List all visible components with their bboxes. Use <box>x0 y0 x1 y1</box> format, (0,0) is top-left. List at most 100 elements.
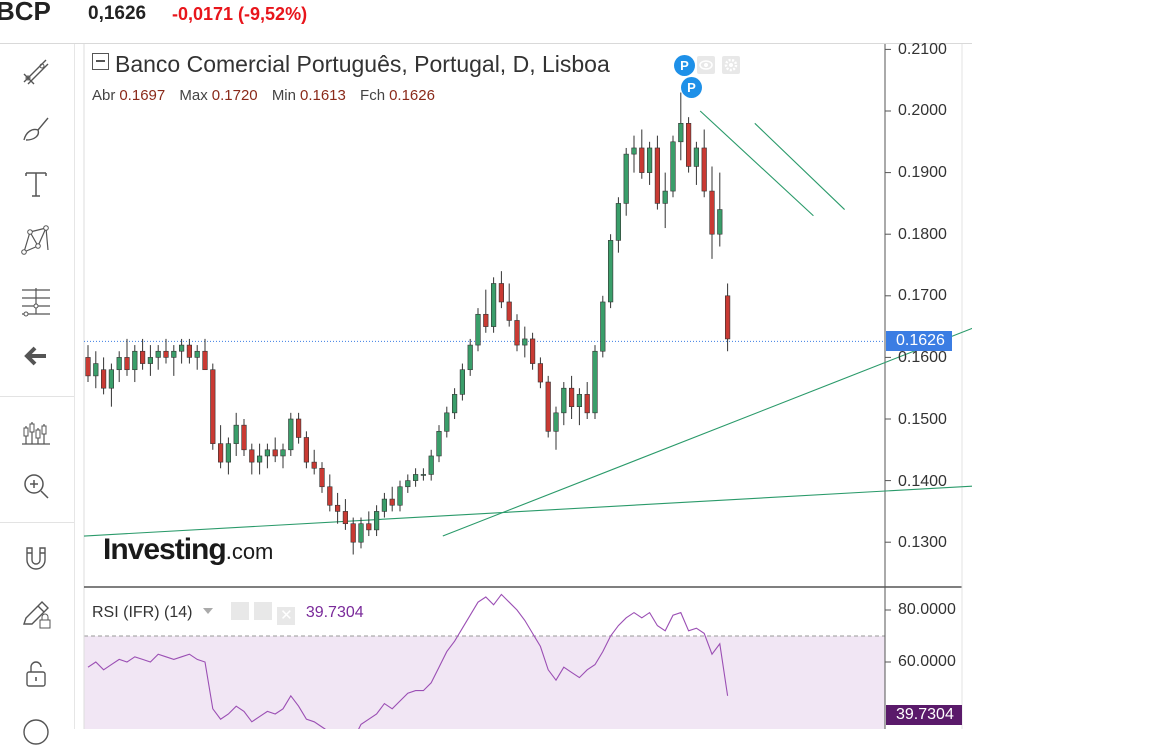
toolbar-separator <box>0 396 74 397</box>
drawing-toolbar <box>0 44 75 745</box>
candle <box>295 412 302 444</box>
candle-body <box>678 123 684 143</box>
marker-label: P <box>687 80 696 95</box>
candle-body <box>272 449 278 457</box>
candle <box>631 135 637 173</box>
candle-body <box>498 283 505 303</box>
pencil-lock-icon[interactable] <box>14 594 58 634</box>
candle <box>467 338 473 376</box>
rsi-dropdown-icon[interactable] <box>202 608 213 614</box>
candle-body <box>350 523 356 543</box>
chart-area[interactable]: Banco Comercial Português, Portugal, D, … <box>0 41 972 729</box>
text-tool-icon[interactable] <box>14 164 58 204</box>
candle <box>451 388 458 419</box>
investing-watermark: Investing.com <box>103 533 273 567</box>
candle <box>444 406 450 438</box>
candle-body <box>389 498 395 506</box>
marker-label: P <box>680 58 689 73</box>
price-axis-tick: 0.2100 <box>898 41 947 58</box>
candle <box>678 92 684 161</box>
candle <box>225 437 232 475</box>
trend-line <box>754 122 845 210</box>
dividend-marker-icon[interactable]: P <box>681 77 702 98</box>
candle <box>132 345 138 383</box>
candle-body <box>218 443 224 463</box>
candle <box>506 283 512 327</box>
candle <box>311 449 317 475</box>
magnet-icon[interactable] <box>14 538 58 578</box>
candle <box>303 431 310 469</box>
candle <box>420 468 427 481</box>
candle <box>147 345 154 376</box>
dividend-marker-icon[interactable]: P <box>674 55 695 76</box>
candle-body <box>428 455 434 475</box>
collapse-legend-icon[interactable] <box>92 53 109 70</box>
candle <box>724 283 731 352</box>
candle <box>280 443 286 469</box>
candle-body <box>171 350 177 358</box>
pattern-tool-icon[interactable] <box>14 220 58 260</box>
candle-body <box>405 480 411 488</box>
settings-gear-icon[interactable] <box>722 56 740 74</box>
trend-line <box>83 485 972 537</box>
candle <box>600 295 606 358</box>
back-arrow-icon[interactable] <box>14 336 58 376</box>
candle <box>670 135 676 198</box>
candle <box>545 375 551 438</box>
candle <box>140 338 146 370</box>
rsi-settings-icon[interactable] <box>254 602 273 620</box>
price-axis-tick: 0.1500 <box>898 411 947 428</box>
candle-body <box>451 394 458 414</box>
candle <box>607 234 614 309</box>
candle-body <box>132 350 138 371</box>
price-chart[interactable] <box>0 44 972 729</box>
current-price-tag: 0.1626 <box>886 331 952 351</box>
candle <box>568 375 575 419</box>
candle-body <box>537 363 543 383</box>
candle <box>101 357 107 395</box>
visibility-icon[interactable] <box>697 56 715 74</box>
rsi-line <box>87 593 729 729</box>
eye-icon[interactable] <box>14 708 58 748</box>
measure-tool-icon[interactable] <box>14 412 58 452</box>
candle <box>93 351 99 389</box>
candle-body <box>444 412 450 432</box>
candle-body <box>186 344 193 358</box>
fibonacci-tool-icon[interactable] <box>14 280 58 320</box>
zoom-in-icon[interactable] <box>14 466 58 506</box>
candle-body <box>319 467 325 488</box>
candle <box>623 147 629 216</box>
candle-body <box>85 357 91 377</box>
candle <box>288 412 294 456</box>
ohlc-legend: Abr 0.1697 Max 0.1720 Min 0.1613 Fch 0.1626 <box>92 87 445 104</box>
candle-body <box>709 190 715 235</box>
candle <box>483 289 489 333</box>
candle-body <box>436 431 442 457</box>
candle-body <box>420 474 427 476</box>
candle <box>163 338 169 364</box>
watermark-suffix: .com <box>225 539 274 564</box>
unlock-icon[interactable] <box>14 654 58 694</box>
candle <box>381 492 388 518</box>
rsi-visibility-icon[interactable] <box>231 602 250 620</box>
rsi-close-icon[interactable]: ✕ <box>277 607 296 625</box>
candle <box>537 357 543 389</box>
trend-line-tool-icon[interactable] <box>14 52 58 92</box>
max-label: Max <box>179 87 208 104</box>
candle-body <box>116 357 122 371</box>
candle <box>654 135 660 210</box>
candle-body <box>397 486 403 506</box>
candle <box>186 338 193 364</box>
candle <box>366 511 372 537</box>
rsi-current-tag: 39.7304 <box>886 705 962 725</box>
candle-body <box>366 523 372 531</box>
brush-tool-icon[interactable] <box>14 108 58 148</box>
candle <box>717 172 723 247</box>
close-label: Fch <box>360 87 386 104</box>
candle-body <box>522 338 528 346</box>
candle-body <box>553 412 559 432</box>
candle-body <box>256 455 263 463</box>
candle <box>342 499 349 530</box>
candle <box>358 517 364 549</box>
candle-body <box>483 313 489 327</box>
